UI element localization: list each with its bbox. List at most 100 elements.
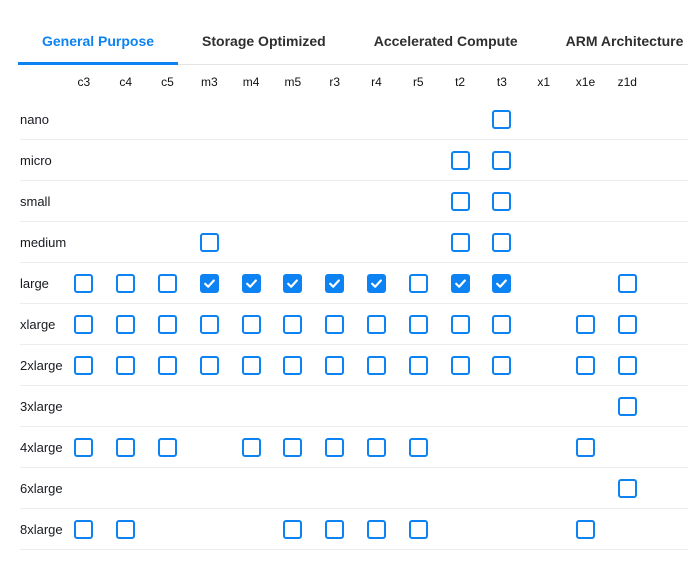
- column-header-c3: c3: [77, 75, 91, 89]
- checkbox-2xlarge-r4[interactable]: [366, 355, 386, 375]
- matrix-cell: [188, 99, 230, 139]
- checkbox-nano-t3[interactable]: [492, 109, 512, 129]
- checkbox-2xlarge-r3[interactable]: [325, 355, 345, 375]
- checkbox-4xlarge-r3[interactable]: [325, 437, 345, 457]
- matrix-cell: [63, 304, 105, 344]
- checkbox-2xlarge-m4[interactable]: [241, 355, 261, 375]
- matrix-cell: [565, 181, 607, 221]
- row-label: medium: [20, 234, 67, 250]
- checkbox-large-c4[interactable]: [116, 273, 136, 293]
- matrix-cell: [63, 468, 105, 508]
- matrix-cell: [565, 304, 607, 344]
- matrix-cell: [272, 304, 314, 344]
- checkbox-8xlarge-m5[interactable]: [283, 519, 303, 539]
- checkbox-large-m5[interactable]: [283, 273, 303, 293]
- checkbox-large-m3[interactable]: [199, 273, 219, 293]
- checkbox-xlarge-r4[interactable]: [366, 314, 386, 334]
- checkbox-small-t3[interactable]: [492, 191, 512, 211]
- checkbox-3xlarge-z1d[interactable]: [617, 396, 637, 416]
- matrix-cell: [356, 345, 398, 385]
- matrix-cell: [314, 345, 356, 385]
- matrix-cell: [356, 263, 398, 303]
- checkbox-large-r5[interactable]: [408, 273, 428, 293]
- checkbox-8xlarge-c4[interactable]: [116, 519, 136, 539]
- matrix-cell: [230, 509, 272, 549]
- checkbox-medium-m3[interactable]: [199, 232, 219, 252]
- checkbox-xlarge-c3[interactable]: [74, 314, 94, 334]
- table-row-xlarge: xlarge: [20, 304, 688, 345]
- matrix-cell: [314, 222, 356, 262]
- checkbox-2xlarge-z1d[interactable]: [617, 355, 637, 375]
- checkbox-4xlarge-x1e[interactable]: [575, 437, 595, 457]
- checkbox-2xlarge-c5[interactable]: [157, 355, 177, 375]
- checkbox-4xlarge-c5[interactable]: [157, 437, 177, 457]
- tab-accelerated-compute[interactable]: Accelerated Compute: [373, 33, 518, 49]
- column-header-m5: m5: [284, 75, 302, 89]
- tab-general-purpose[interactable]: General Purpose: [18, 26, 179, 65]
- matrix-cell: [63, 222, 105, 262]
- checkbox-large-m4[interactable]: [241, 273, 261, 293]
- checkbox-8xlarge-r5[interactable]: [408, 519, 428, 539]
- checkbox-large-r4[interactable]: [366, 273, 386, 293]
- checkbox-2xlarge-t3[interactable]: [492, 355, 512, 375]
- checkbox-xlarge-x1e[interactable]: [575, 314, 595, 334]
- checkbox-xlarge-t2[interactable]: [450, 314, 470, 334]
- checkbox-xlarge-m3[interactable]: [199, 314, 219, 334]
- checkbox-2xlarge-m5[interactable]: [283, 355, 303, 375]
- checkbox-4xlarge-c4[interactable]: [116, 437, 136, 457]
- checkbox-8xlarge-x1e[interactable]: [575, 519, 595, 539]
- matrix-cell: [63, 509, 105, 549]
- checkbox-8xlarge-r3[interactable]: [325, 519, 345, 539]
- checkbox-2xlarge-t2[interactable]: [450, 355, 470, 375]
- checkbox-xlarge-c4[interactable]: [116, 314, 136, 334]
- checkbox-large-c5[interactable]: [157, 273, 177, 293]
- matrix-cell: [565, 468, 607, 508]
- checkbox-4xlarge-c3[interactable]: [74, 437, 94, 457]
- checkbox-6xlarge-z1d[interactable]: [617, 478, 637, 498]
- matrix-cell: [63, 140, 105, 180]
- checkbox-4xlarge-r5[interactable]: [408, 437, 428, 457]
- checkbox-xlarge-r3[interactable]: [325, 314, 345, 334]
- checkbox-xlarge-m5[interactable]: [283, 314, 303, 334]
- row-label: 8xlarge: [20, 521, 63, 537]
- checkbox-xlarge-r5[interactable]: [408, 314, 428, 334]
- matrix-cell: [523, 427, 565, 467]
- checkbox-2xlarge-r5[interactable]: [408, 355, 428, 375]
- checkbox-4xlarge-r4[interactable]: [366, 437, 386, 457]
- matrix-cell: [105, 304, 147, 344]
- checkbox-micro-t3[interactable]: [492, 150, 512, 170]
- checkbox-8xlarge-c3[interactable]: [74, 519, 94, 539]
- checkbox-2xlarge-c3[interactable]: [74, 355, 94, 375]
- table-row-small: small: [20, 181, 688, 222]
- checkbox-2xlarge-x1e[interactable]: [575, 355, 595, 375]
- matrix-cell: [523, 468, 565, 508]
- checkbox-small-t2[interactable]: [450, 191, 470, 211]
- checkbox-large-t2[interactable]: [450, 273, 470, 293]
- tab-bar: General Purpose Storage Optimized Accelera…: [18, 26, 688, 65]
- checkbox-medium-t2[interactable]: [450, 232, 470, 252]
- checkbox-8xlarge-r4[interactable]: [366, 519, 386, 539]
- tab-storage-optimized[interactable]: Storage Optimized: [202, 33, 326, 49]
- checkbox-large-r3[interactable]: [325, 273, 345, 293]
- column-header-t2: t2: [455, 75, 466, 89]
- checkbox-xlarge-m4[interactable]: [241, 314, 261, 334]
- checkbox-xlarge-c5[interactable]: [157, 314, 177, 334]
- checkbox-xlarge-z1d[interactable]: [617, 314, 637, 334]
- checkbox-large-z1d[interactable]: [617, 273, 637, 293]
- checkbox-4xlarge-m5[interactable]: [283, 437, 303, 457]
- checkbox-4xlarge-m4[interactable]: [241, 437, 261, 457]
- checkbox-2xlarge-c4[interactable]: [116, 355, 136, 375]
- matrix-cell: [439, 99, 481, 139]
- matrix-cell: [105, 263, 147, 303]
- checkbox-medium-t3[interactable]: [492, 232, 512, 252]
- checkbox-xlarge-t3[interactable]: [492, 314, 512, 334]
- checkbox-2xlarge-m3[interactable]: [199, 355, 219, 375]
- checkbox-micro-t2[interactable]: [450, 150, 470, 170]
- table-row-3xlarge: 3xlarge: [20, 386, 688, 427]
- tab-arm-architecture[interactable]: ARM Architecture: [565, 33, 684, 49]
- checkbox-large-t3[interactable]: [492, 273, 512, 293]
- checkbox-large-c3[interactable]: [74, 273, 94, 293]
- row-label: 3xlarge: [20, 398, 63, 414]
- matrix-cell: [147, 345, 189, 385]
- column-header-m3: m3: [200, 75, 218, 89]
